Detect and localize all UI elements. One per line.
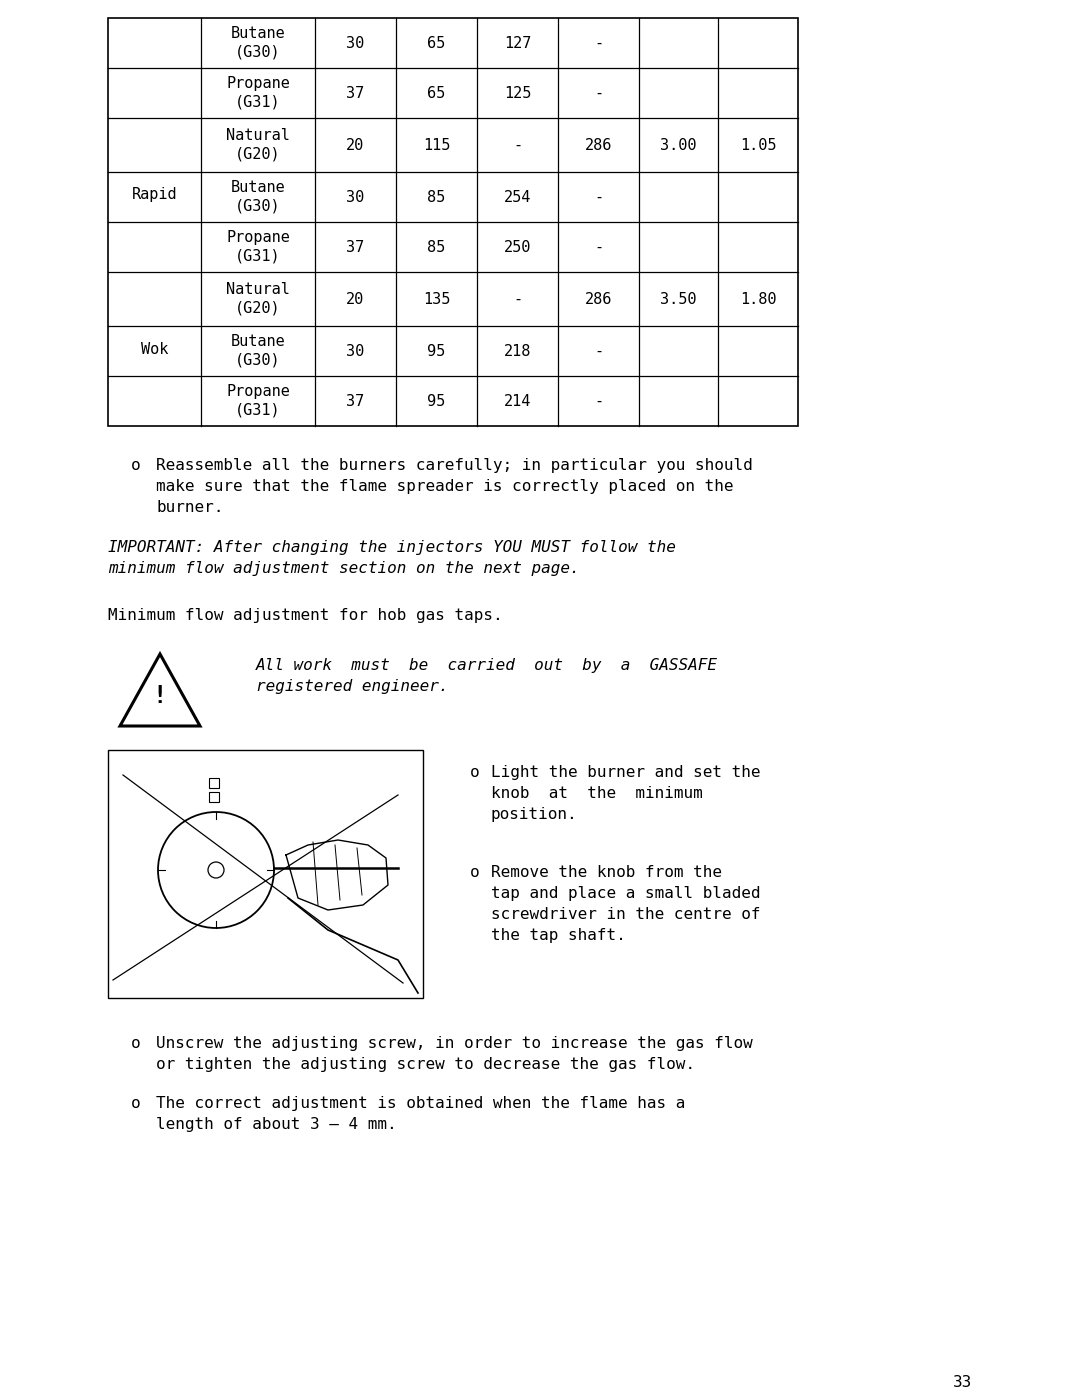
Text: Natural
(G20): Natural (G20) xyxy=(226,282,289,316)
Text: -: - xyxy=(594,85,603,101)
Text: All work  must  be  carried  out  by  a  GASSAFE
registered engineer.: All work must be carried out by a GASSAF… xyxy=(256,658,718,694)
Text: -: - xyxy=(513,137,522,152)
Text: 85: 85 xyxy=(428,190,446,204)
Text: 95: 95 xyxy=(428,394,446,408)
Text: 85: 85 xyxy=(428,239,446,254)
Text: 20: 20 xyxy=(347,292,365,306)
Bar xyxy=(108,750,423,997)
Text: The correct adjustment is obtained when the flame has a
length of about 3 – 4 mm: The correct adjustment is obtained when … xyxy=(156,1097,686,1132)
Text: Butane
(G30): Butane (G30) xyxy=(231,334,285,367)
Text: Light the burner and set the
knob  at  the  minimum
position.: Light the burner and set the knob at the… xyxy=(491,766,760,821)
Text: Propane
(G31): Propane (G31) xyxy=(226,231,289,264)
Text: 33: 33 xyxy=(953,1375,972,1390)
Text: 214: 214 xyxy=(503,394,531,408)
Text: 250: 250 xyxy=(503,239,531,254)
Text: !: ! xyxy=(153,683,167,708)
Text: 37: 37 xyxy=(347,239,365,254)
Text: 20: 20 xyxy=(347,137,365,152)
Text: o: o xyxy=(131,458,140,474)
Text: 37: 37 xyxy=(347,394,365,408)
Text: -: - xyxy=(594,394,603,408)
Text: IMPORTANT: After changing the injectors YOU MUST follow the
minimum flow adjustm: IMPORTANT: After changing the injectors … xyxy=(108,541,676,576)
Text: 95: 95 xyxy=(428,344,446,359)
Text: 65: 65 xyxy=(428,35,446,50)
Text: 30: 30 xyxy=(347,190,365,204)
Text: Natural
(G20): Natural (G20) xyxy=(226,129,289,162)
Text: -: - xyxy=(594,190,603,204)
Text: Propane
(G31): Propane (G31) xyxy=(226,384,289,418)
Text: o: o xyxy=(131,1097,140,1111)
Text: 65: 65 xyxy=(428,85,446,101)
Text: 37: 37 xyxy=(347,85,365,101)
Text: Rapid: Rapid xyxy=(132,187,177,203)
Text: 218: 218 xyxy=(503,344,531,359)
Bar xyxy=(108,18,798,426)
Text: Propane
(G31): Propane (G31) xyxy=(226,77,289,110)
Text: Reassemble all the burners carefully; in particular you should
make sure that th: Reassemble all the burners carefully; in… xyxy=(156,458,753,515)
Text: 115: 115 xyxy=(422,137,450,152)
Text: 30: 30 xyxy=(347,35,365,50)
Text: Butane
(G30): Butane (G30) xyxy=(231,180,285,214)
Text: 135: 135 xyxy=(422,292,450,306)
Text: 1.05: 1.05 xyxy=(740,137,777,152)
Text: 1.80: 1.80 xyxy=(740,292,777,306)
Text: o: o xyxy=(470,865,480,880)
Text: 127: 127 xyxy=(503,35,531,50)
Text: 286: 286 xyxy=(584,292,612,306)
Text: 3.00: 3.00 xyxy=(660,137,697,152)
Text: -: - xyxy=(594,344,603,359)
Text: o: o xyxy=(470,766,480,780)
Bar xyxy=(210,792,219,802)
Text: 30: 30 xyxy=(347,344,365,359)
Text: -: - xyxy=(594,35,603,50)
Text: 254: 254 xyxy=(503,190,531,204)
Text: 286: 286 xyxy=(584,137,612,152)
Text: Butane
(G30): Butane (G30) xyxy=(231,27,285,60)
Bar xyxy=(210,778,219,788)
Text: 125: 125 xyxy=(503,85,531,101)
Text: 3.50: 3.50 xyxy=(660,292,697,306)
Text: Remove the knob from the
tap and place a small bladed
screwdriver in the centre : Remove the knob from the tap and place a… xyxy=(491,865,760,943)
Text: o: o xyxy=(131,1037,140,1051)
Text: Minimum flow adjustment for hob gas taps.: Minimum flow adjustment for hob gas taps… xyxy=(108,608,502,623)
Text: Wok: Wok xyxy=(140,341,168,356)
Text: -: - xyxy=(594,239,603,254)
Text: -: - xyxy=(513,292,522,306)
Text: Unscrew the adjusting screw, in order to increase the gas flow
or tighten the ad: Unscrew the adjusting screw, in order to… xyxy=(156,1037,753,1071)
